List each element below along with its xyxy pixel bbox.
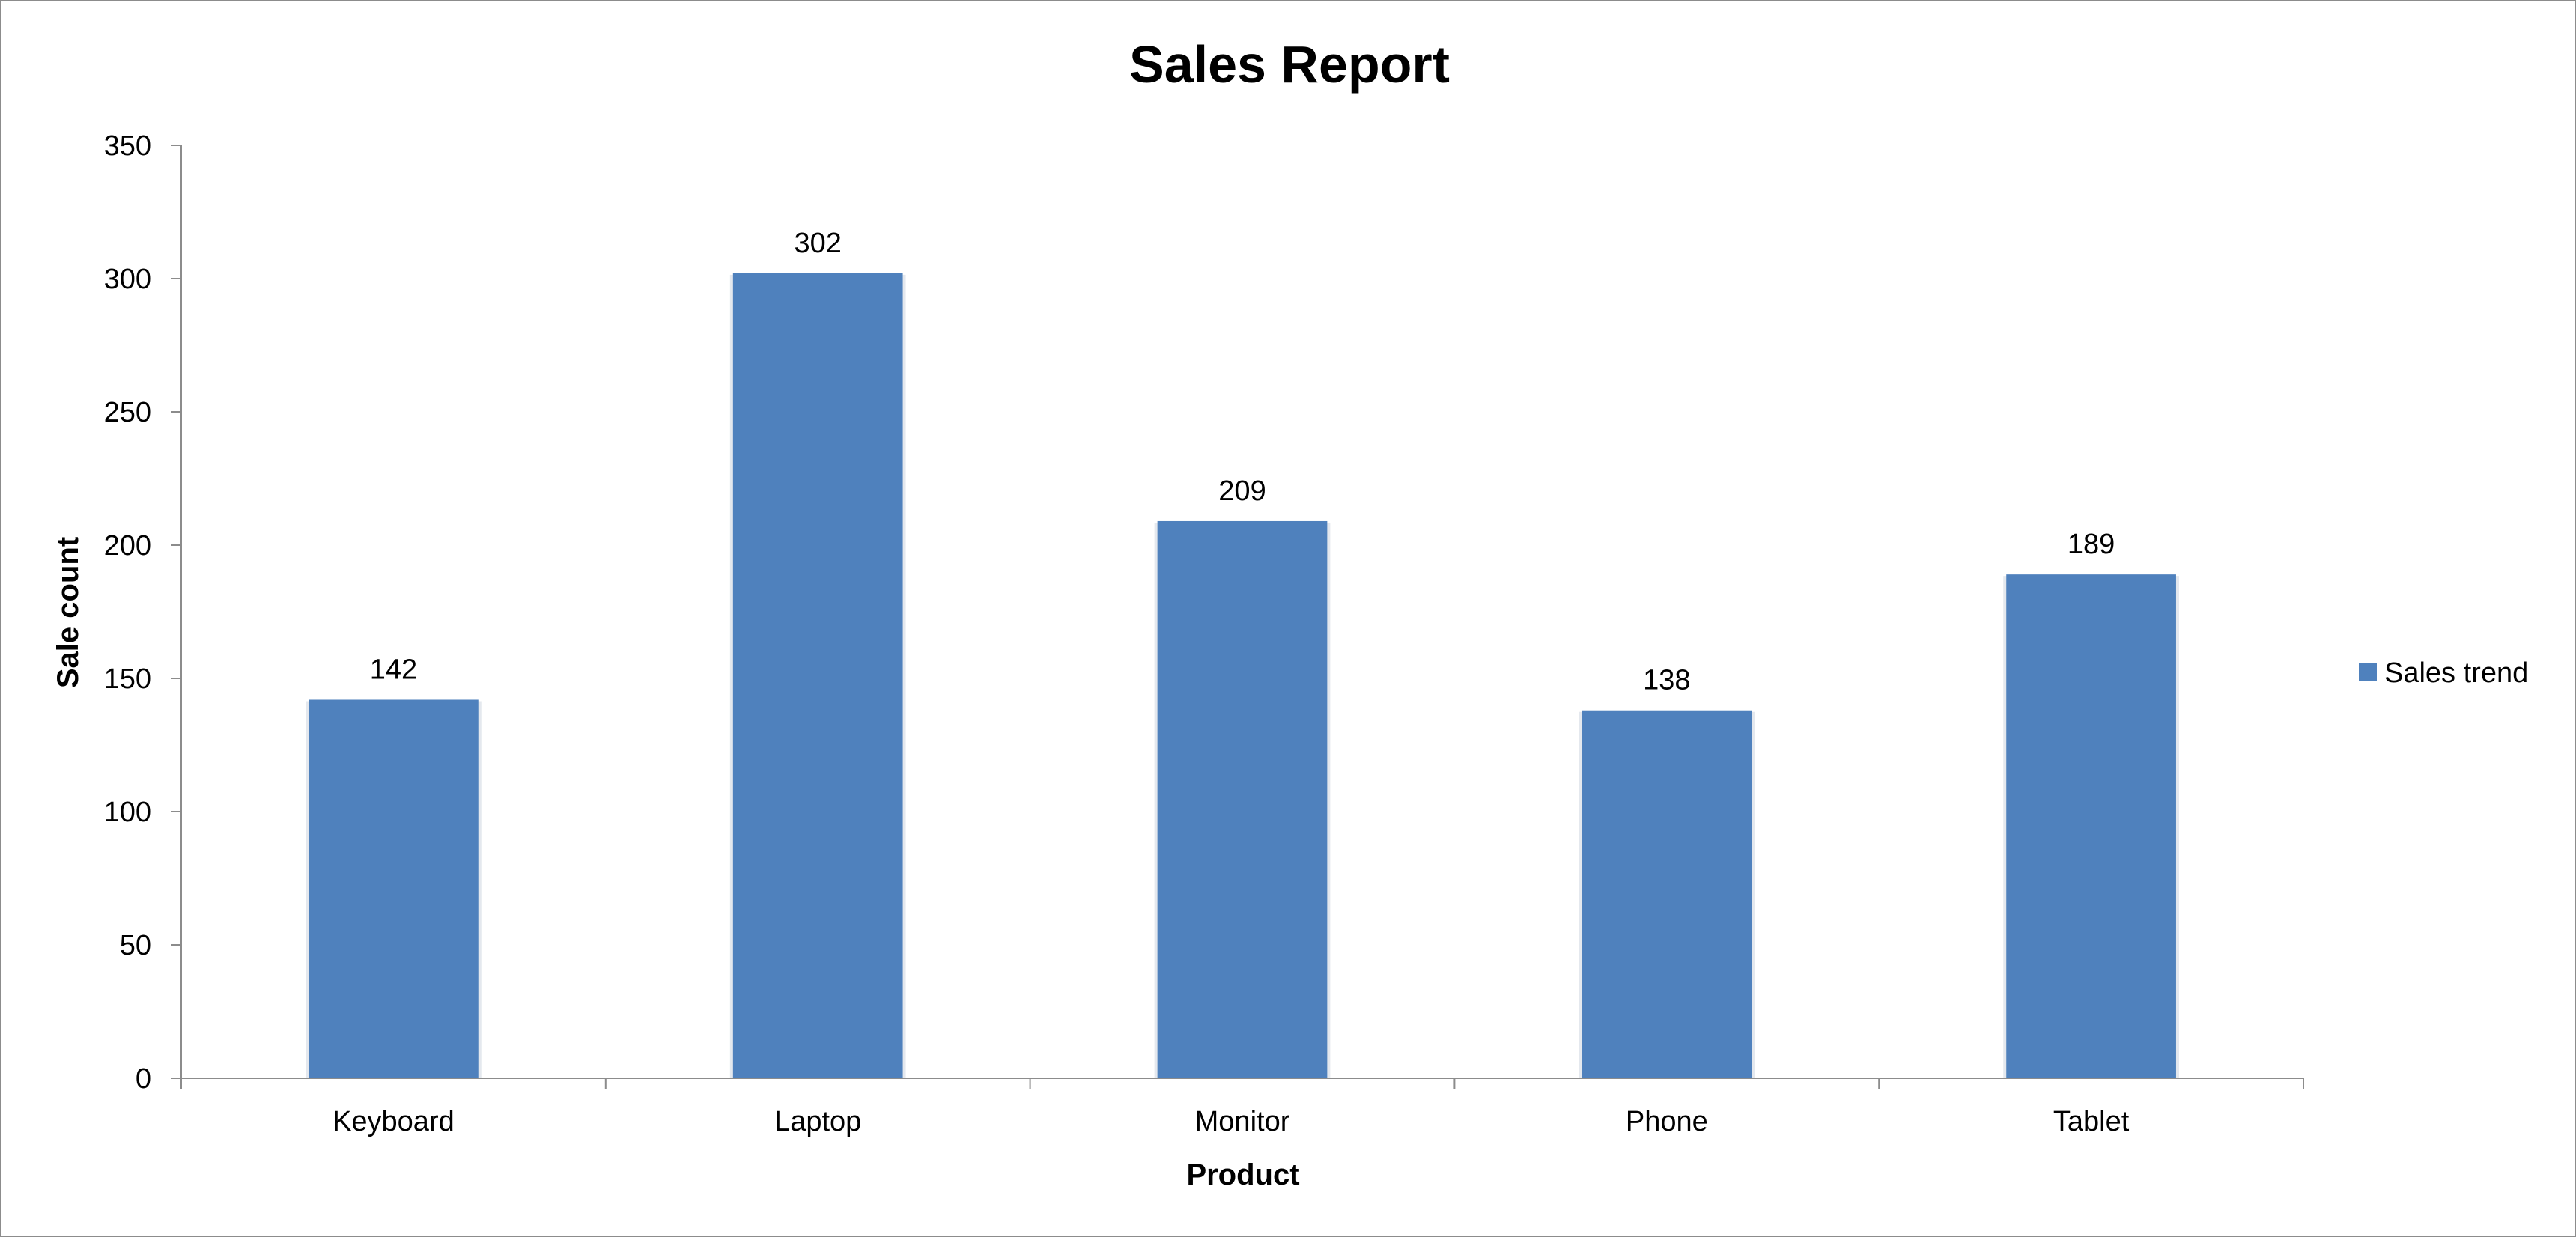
x-tick-label: Keyboard (332, 1106, 455, 1137)
legend-swatch-sales-trend (2359, 663, 2377, 681)
bar-keyboard (309, 699, 479, 1078)
bar-phone (1582, 710, 1752, 1078)
data-labels: 142 302 209 138 189 (370, 228, 2115, 696)
x-axis-title: Product (1186, 1158, 1299, 1191)
bar-monitor (1157, 520, 1328, 1078)
y-tick-label: 200 (104, 530, 151, 562)
x-axis: Keyboard Laptop Monitor Phone Tablet (180, 1078, 2304, 1137)
x-tick-label: Phone (1626, 1106, 1708, 1137)
y-tick-label: 300 (104, 264, 151, 295)
data-label: 302 (794, 228, 841, 259)
y-tick-label: 0 (136, 1063, 151, 1095)
data-label: 138 (1643, 665, 1690, 696)
x-tick-label: Laptop (774, 1106, 861, 1137)
data-label: 209 (1218, 475, 1266, 507)
bar-tablet (2006, 574, 2176, 1078)
y-tick-label: 250 (104, 397, 151, 428)
y-tick-label: 350 (104, 130, 151, 162)
y-tick-label: 150 (104, 663, 151, 695)
y-tick-label: 100 (104, 797, 151, 828)
bars (306, 273, 2179, 1078)
legend: Sales trend (2359, 657, 2528, 689)
legend-label-sales-trend: Sales trend (2384, 657, 2528, 689)
x-tick-label: Tablet (2053, 1106, 2130, 1137)
chart-title: Sales Report (1129, 35, 1450, 94)
y-tick-label: 50 (120, 930, 151, 961)
x-tick-label: Monitor (1195, 1106, 1290, 1137)
data-label: 189 (2068, 529, 2115, 560)
data-label: 142 (370, 654, 417, 685)
y-axis-title: Sale count (52, 537, 85, 688)
y-axis: 0 50 100 150 200 250 300 350 (104, 130, 182, 1095)
bar-laptop (732, 273, 903, 1078)
